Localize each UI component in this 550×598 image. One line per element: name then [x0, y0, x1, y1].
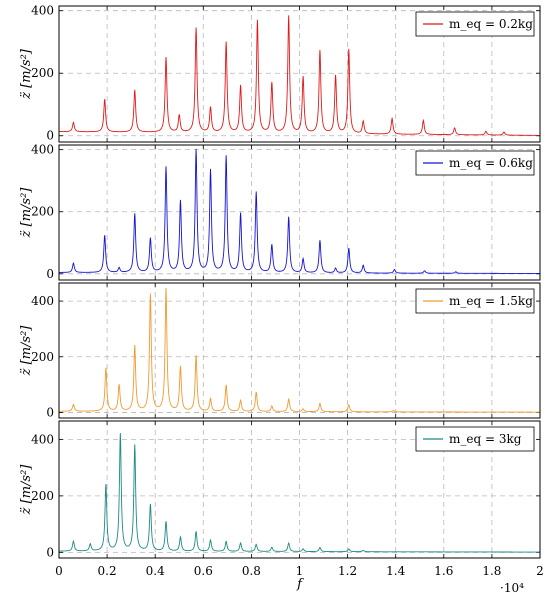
legend-label: m_eq = 0.6kg [449, 156, 533, 170]
y-tick-label: 200 [31, 350, 54, 364]
y-axis-label: z̈ [m/s²] [19, 187, 34, 239]
y-axis-label: z̈ [m/s²] [19, 464, 34, 516]
panel-1: 0 200 400 z̈ [m/s²] m_eq = 0.2kg [19, 4, 541, 143]
y-axis-label: z̈ [m/s²] [19, 325, 34, 377]
legend-label: m_eq = 0.2kg [449, 17, 533, 31]
panel-4: 0 200 400 z̈ [m/s²] m_eq = 3kg [19, 420, 541, 559]
x-tick-label: 0.6 [194, 564, 213, 578]
x-axis: 0 0.2 0.4 0.6 0.8 1 1.2 1.4 1.6 1.8 2 f ·10⁴ [55, 564, 544, 595]
legend: m_eq = 3kg [415, 426, 535, 452]
y-tick-label: 400 [31, 4, 54, 18]
panel-2: 0 200 400 z̈ [m/s²] m_eq = 0.6kg [19, 143, 541, 281]
panel-frame [58, 420, 541, 559]
x-tick-label: 1 [296, 564, 304, 578]
panels-group: 0 200 400 z̈ [m/s²] m_eq = 0.2kg 0 200 400 z̈ [m… [19, 4, 541, 559]
y-tick-label: 400 [31, 432, 54, 446]
series-line [58, 288, 540, 413]
x-tick-label: 0 [55, 564, 63, 578]
y-tick-label: 400 [31, 294, 54, 308]
legend: m_eq = 1.5kg [415, 288, 535, 314]
y-tick-label: 200 [31, 66, 54, 80]
y-axis-label: z̈ [m/s²] [19, 48, 34, 100]
series-line [59, 433, 540, 553]
y-tick-label: 0 [46, 405, 54, 419]
x-tick-label: 2 [536, 564, 544, 578]
legend: m_eq = 0.2kg [415, 11, 535, 37]
legend-label: m_eq = 3kg [449, 432, 522, 446]
x-tick-label: 0.8 [242, 564, 261, 578]
x-tick-label: 1.6 [434, 564, 453, 578]
y-tick-label: 0 [46, 267, 54, 281]
x-axis-label: f [296, 577, 304, 592]
y-tick-label: 400 [31, 143, 54, 157]
y-tick-label: 0 [46, 545, 54, 559]
y-tick-label: 0 [46, 129, 54, 143]
y-tick-label: 200 [31, 205, 54, 219]
series-line [59, 15, 540, 136]
legend-label: m_eq = 1.5kg [449, 294, 533, 308]
x-tick-label: 0.2 [98, 564, 117, 578]
x-tick-label: 1.8 [482, 564, 501, 578]
legend: m_eq = 0.6kg [415, 150, 535, 176]
y-tick-label: 200 [31, 489, 54, 503]
x-tick-label: 1.4 [386, 564, 405, 578]
x-tick-label: 0.4 [146, 564, 165, 578]
series-line [59, 148, 540, 274]
x-tick-label: 1.2 [338, 564, 357, 578]
x-axis-exponent: ·10⁴ [500, 581, 524, 595]
panel-frame [58, 282, 541, 419]
panel-3: 0 200 400 z̈ [m/s²] m_eq = 1.5kg [19, 282, 541, 419]
panel-frame [58, 144, 541, 281]
panel-frame [58, 5, 541, 143]
